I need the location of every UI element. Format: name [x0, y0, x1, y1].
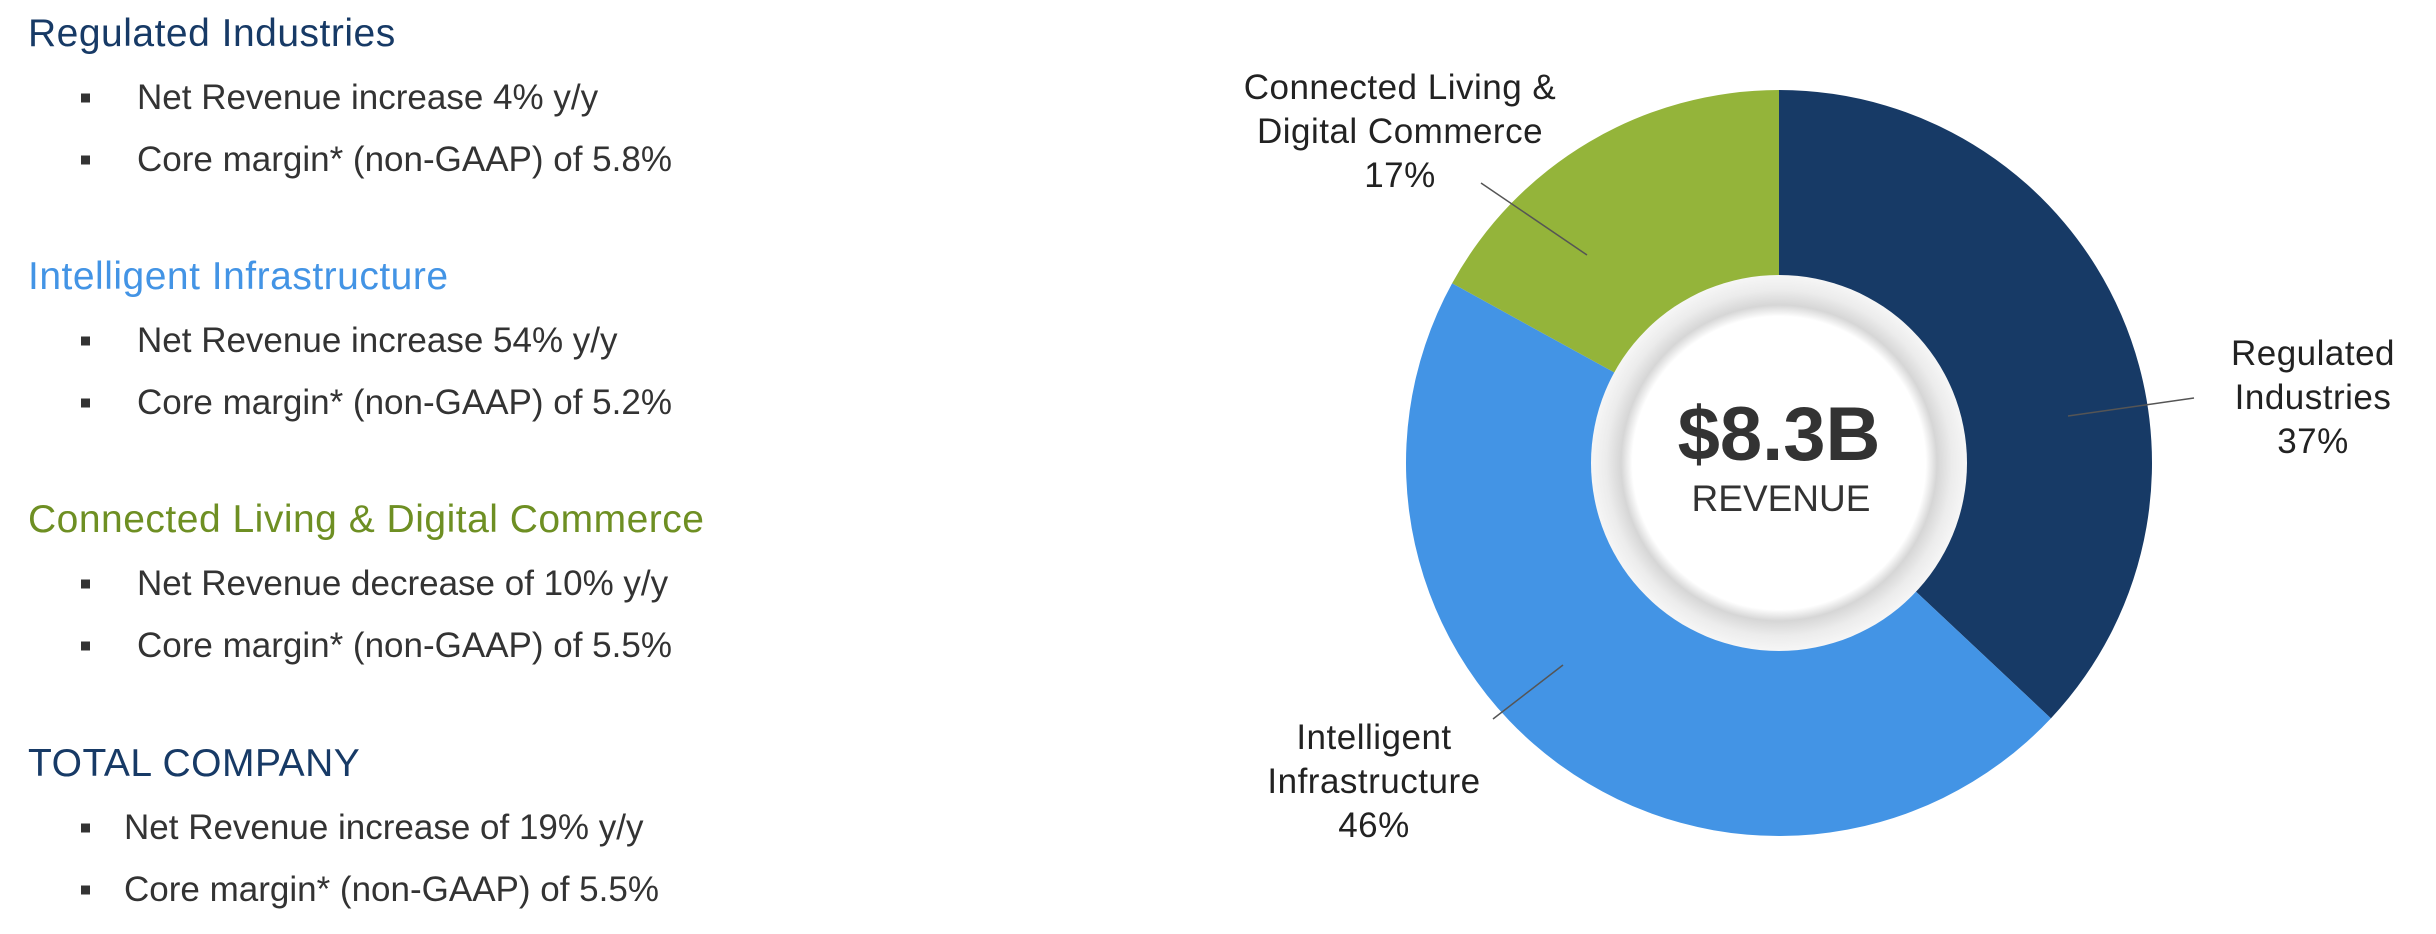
- bullet-text: Net Revenue decrease of 10% y/y: [137, 564, 669, 603]
- donut: [1405, 90, 2152, 837]
- bullet-text: Core margin* (non-GAAP) of 5.2%: [137, 383, 672, 422]
- donut-slice: [1452, 90, 1779, 374]
- bullet-text: Net Revenue increase of 19% y/y: [124, 808, 644, 847]
- slice-value: 17%: [1364, 156, 1436, 195]
- bullet-marker: [81, 336, 90, 346]
- leader-line: [1492, 664, 1564, 720]
- center-title: $8.3B: [1678, 392, 1881, 477]
- slice-value: 37%: [2277, 422, 2349, 461]
- leader-line: [2067, 397, 2195, 417]
- donut-slice: [1779, 90, 2152, 719]
- section-title: Regulated Industries: [28, 12, 396, 55]
- donut-slice: [1405, 283, 2051, 837]
- section-title: Intelligent Infrastructure: [28, 255, 449, 298]
- bullet-text: Core margin* (non-GAAP) of 5.5%: [137, 626, 672, 665]
- bullet-marker: [81, 641, 90, 651]
- bullet-marker: [81, 579, 90, 589]
- slice-label: Connected Living & Digital Commerce 17%: [1220, 66, 1580, 198]
- bullet-marker: [81, 155, 90, 165]
- section-title: TOTAL COMPANY: [28, 742, 361, 785]
- bullet-marker: [81, 885, 90, 895]
- bullet-marker: [81, 398, 90, 408]
- slice-category: Regulated Industries: [2230, 334, 2396, 417]
- slice-value: 46%: [1338, 806, 1410, 845]
- slice-label: Intelligent Infrastructure 46%: [1224, 716, 1524, 848]
- slice-category: Connected Living & Digital Commerce: [1243, 68, 1557, 151]
- bullet-marker: [81, 93, 90, 103]
- bullet-text: Net Revenue increase 4% y/y: [137, 78, 599, 117]
- bullet-text: Core margin* (non-GAAP) of 5.8%: [137, 140, 672, 179]
- center-subtitle: REVENUE: [1692, 478, 1871, 519]
- leader-line: [1480, 182, 1588, 256]
- slice-label: Regulated Industries 37%: [2193, 332, 2433, 464]
- section-title: Connected Living & Digital Commerce: [28, 498, 705, 541]
- slice-category: Intelligent Infrastructure: [1267, 718, 1481, 801]
- bullet-marker: [81, 823, 90, 833]
- bullet-text: Core margin* (non-GAAP) of 5.5%: [124, 870, 659, 909]
- donut-hole: [1591, 275, 1967, 651]
- bullet-text: Net Revenue increase 54% y/y: [137, 321, 618, 360]
